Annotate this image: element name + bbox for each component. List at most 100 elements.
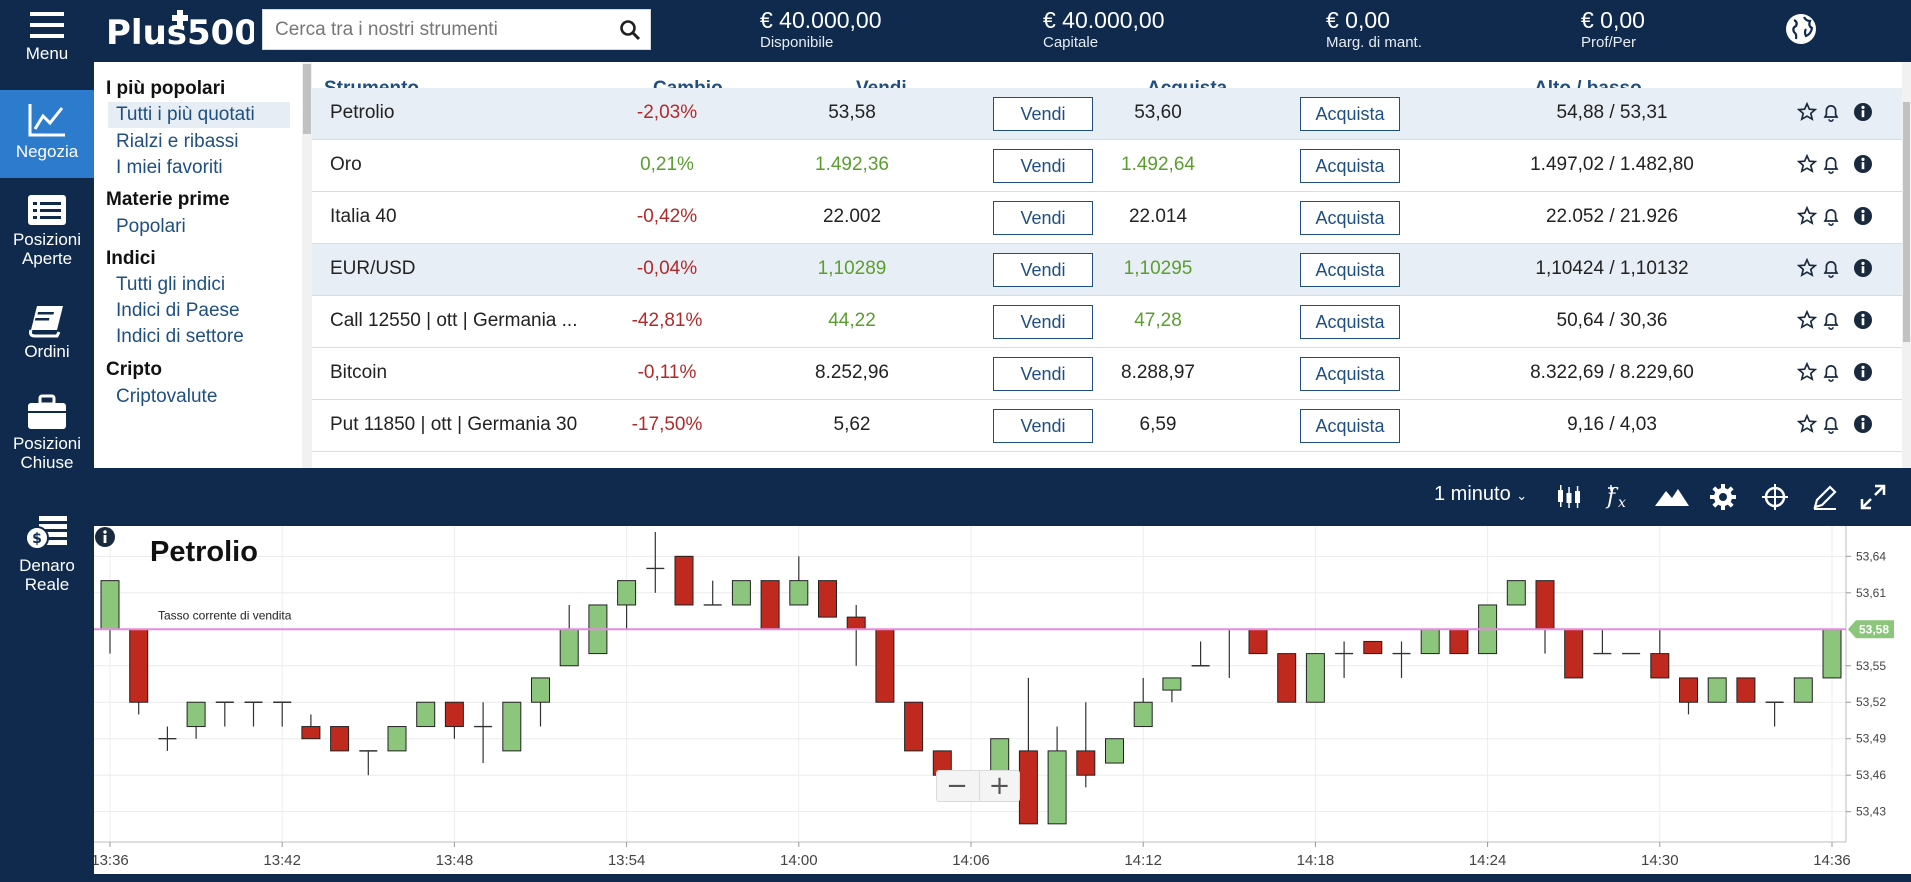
- instrument-name[interactable]: Call 12550 | ott | Germania ...: [330, 310, 578, 331]
- bell-alert-icon[interactable]: [1821, 102, 1841, 122]
- star-favorite-icon[interactable]: [1797, 414, 1817, 434]
- category-scrollbar[interactable]: [302, 62, 312, 468]
- category-scrollbar-thumb[interactable]: [303, 64, 311, 134]
- candles-icon[interactable]: [1554, 482, 1584, 512]
- star-favorite-icon[interactable]: [1797, 154, 1817, 174]
- sell-button[interactable]: Vendi: [993, 201, 1093, 235]
- info-icon[interactable]: [1853, 154, 1873, 174]
- candle-body: [559, 628, 579, 667]
- crosshair-icon[interactable]: [1760, 482, 1790, 512]
- info-icon[interactable]: [94, 526, 116, 548]
- sell-button[interactable]: Vendi: [993, 253, 1093, 287]
- sell-button[interactable]: Vendi: [993, 305, 1093, 339]
- nav-orders-label: Ordini: [24, 342, 70, 361]
- category-item-sector-indices[interactable]: Indici di settore: [116, 326, 244, 347]
- nav-menu[interactable]: Menu: [0, 10, 94, 82]
- nav-trade[interactable]: Negozia: [0, 90, 94, 178]
- buy-button[interactable]: Acquista: [1300, 201, 1400, 235]
- candle-body: [502, 701, 522, 752]
- buy-button[interactable]: Acquista: [1300, 253, 1400, 287]
- high-low-value: 1.497,02 / 1.482,80: [1530, 154, 1694, 175]
- nav-real-money[interactable]: $ Denaro Reale: [0, 512, 94, 608]
- table-row[interactable]: Oro 0,21% 1.492,36 Vendi 1.492,64 Acquista 1.4…: [312, 140, 1902, 192]
- table-row[interactable]: Bitcoin -0,11% 8.252,96 Vendi 8.288,97 Acquis…: [312, 348, 1902, 400]
- table-scrollbar-thumb[interactable]: [1903, 102, 1910, 342]
- settings-gear-icon[interactable]: [1708, 482, 1738, 512]
- category-item-country-indices[interactable]: Indici di Paese: [116, 300, 240, 321]
- candle-body: [1736, 677, 1756, 703]
- category-item-commodities-popular[interactable]: Popolari: [116, 216, 186, 237]
- bell-alert-icon[interactable]: [1821, 414, 1841, 434]
- star-favorite-icon[interactable]: [1797, 102, 1817, 122]
- area-chart-icon[interactable]: [1654, 482, 1690, 512]
- instrument-change: -0,11%: [637, 362, 697, 383]
- star-favorite-icon[interactable]: [1797, 310, 1817, 330]
- buy-button[interactable]: Acquista: [1300, 409, 1400, 443]
- instrument-name[interactable]: Bitcoin: [330, 362, 388, 383]
- category-item-all-indices[interactable]: Tutti gli indici: [116, 274, 226, 295]
- instrument-name[interactable]: Oro: [330, 154, 362, 175]
- candle-body: [1707, 677, 1727, 703]
- info-icon[interactable]: [1853, 414, 1873, 434]
- star-favorite-icon[interactable]: [1797, 206, 1817, 226]
- table-row[interactable]: Petrolio -2,03% 53,58 Vendi 53,60 Acquista 54,…: [312, 88, 1902, 140]
- category-item-risers-fallers[interactable]: Rialzi e ribassi: [116, 131, 239, 152]
- globe-icon[interactable]: [1784, 12, 1818, 46]
- briefcase-icon: [28, 394, 66, 429]
- table-scrollbar[interactable]: [1902, 62, 1911, 468]
- x-tick-label: 14:36: [1813, 852, 1851, 869]
- category-item-favourites[interactable]: I miei favoriti: [116, 157, 223, 178]
- sell-button[interactable]: Vendi: [993, 357, 1093, 391]
- instrument-name[interactable]: Italia 40: [330, 206, 397, 227]
- bell-alert-icon[interactable]: [1821, 206, 1841, 226]
- bell-alert-icon[interactable]: [1821, 258, 1841, 278]
- category-item-all-popular[interactable]: Tutti i più quotati: [108, 102, 290, 128]
- price-chart[interactable]: 53,43 53,46 53,49 53,52 53,55 53,61 53,64 13:36…: [94, 526, 1911, 874]
- candlestick-chart[interactable]: 53,43 53,46 53,49 53,52 53,55 53,61 53,64 13:36…: [94, 526, 1911, 874]
- info-icon[interactable]: [1853, 310, 1873, 330]
- bell-alert-icon[interactable]: [1821, 154, 1841, 174]
- plus500-logo[interactable]: Plus500: [104, 10, 258, 53]
- nav-open-positions[interactable]: Posizioni Aperte: [0, 194, 94, 280]
- nav-orders[interactable]: Ordini: [0, 304, 94, 370]
- instrument-name[interactable]: Petrolio: [330, 102, 395, 123]
- info-icon[interactable]: [1853, 206, 1873, 226]
- table-row[interactable]: EUR/USD -0,04% 1,10289 Vendi 1,10295 Acquista…: [312, 244, 1902, 296]
- search-icon[interactable]: [618, 18, 642, 42]
- sell-button[interactable]: Vendi: [993, 409, 1093, 443]
- high-low-value: 22.052 / 21.926: [1545, 206, 1679, 227]
- info-icon[interactable]: [1853, 258, 1873, 278]
- buy-button[interactable]: Acquista: [1300, 305, 1400, 339]
- pencil-icon[interactable]: [1810, 482, 1840, 512]
- zoom-in-button[interactable]: +: [979, 771, 1019, 801]
- buy-button[interactable]: Acquista: [1300, 357, 1400, 391]
- candle-body: [674, 555, 694, 606]
- buy-button[interactable]: Acquista: [1300, 149, 1400, 183]
- instrument-name[interactable]: Put 11850 | ott | Germania 30: [330, 414, 578, 435]
- current-price-annotation: Tasso corrente di vendita: [158, 608, 292, 622]
- x-tick-label: 14:18: [1297, 852, 1335, 869]
- info-icon[interactable]: [1853, 362, 1873, 382]
- candle-body: [1793, 677, 1813, 703]
- bell-alert-icon[interactable]: [1821, 362, 1841, 382]
- category-item-cryptocurrencies[interactable]: Criptovalute: [116, 386, 218, 407]
- nav-closed-positions[interactable]: Posizioni Chiuse: [0, 394, 94, 480]
- star-favorite-icon[interactable]: [1797, 362, 1817, 382]
- fullscreen-icon[interactable]: [1858, 482, 1888, 512]
- sell-button[interactable]: Vendi: [993, 149, 1093, 183]
- category-heading-popular: I più popolari: [106, 78, 226, 99]
- bell-alert-icon[interactable]: [1821, 310, 1841, 330]
- sell-button[interactable]: Vendi: [993, 97, 1093, 131]
- star-favorite-icon[interactable]: [1797, 258, 1817, 278]
- interval-dropdown[interactable]: 1 minuto ⌄: [1434, 483, 1527, 506]
- search-input[interactable]: [263, 10, 603, 49]
- table-row[interactable]: Italia 40 -0,42% 22.002 Vendi 22.014 Acquista…: [312, 192, 1902, 244]
- zoom-out-button[interactable]: −: [946, 771, 968, 801]
- instrument-change: -0,42%: [636, 206, 698, 227]
- table-row[interactable]: Call 12550 | ott | Germania ... -42,81% 44…: [312, 296, 1902, 348]
- buy-button[interactable]: Acquista: [1300, 97, 1400, 131]
- table-row[interactable]: Put 11850 | ott | Germania 30 -17,50% 5,62…: [312, 400, 1902, 452]
- instrument-name[interactable]: EUR/USD: [330, 258, 416, 279]
- info-icon[interactable]: [1853, 102, 1873, 122]
